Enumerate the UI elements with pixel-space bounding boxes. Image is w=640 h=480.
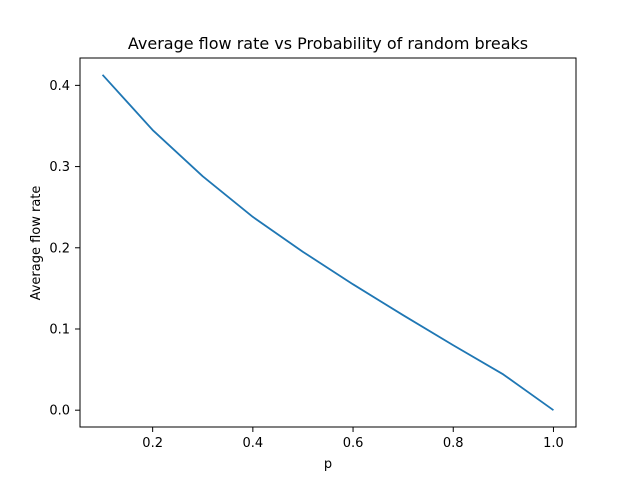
plot-area [79, 57, 577, 428]
y-axis: 0.0 0.1 0.2 0.3 0.4 [49, 79, 80, 419]
y-tick-label: 0.3 [49, 160, 70, 175]
x-tick-label: 1.0 [543, 436, 564, 451]
x-tick-label: 0.4 [243, 436, 264, 451]
y-tick-label: 0.1 [49, 322, 70, 337]
x-axis: 0.2 0.4 0.6 0.8 1.0 [142, 427, 564, 451]
y-tick-label: 0.0 [49, 404, 70, 419]
plot-frame [79, 57, 577, 428]
series-line [101, 74, 554, 411]
x-tick-label: 0.8 [443, 436, 464, 451]
y-axis-label: Average flow rate [29, 186, 44, 301]
x-axis-label: p [324, 457, 332, 472]
y-tick-label: 0.2 [49, 241, 70, 256]
x-tick-label: 0.2 [142, 436, 163, 451]
chart-title: Average flow rate vs Probability of rand… [128, 34, 528, 53]
series-layer [101, 74, 554, 411]
x-tick-label: 0.6 [343, 436, 364, 451]
y-tick-label: 0.4 [49, 79, 70, 94]
